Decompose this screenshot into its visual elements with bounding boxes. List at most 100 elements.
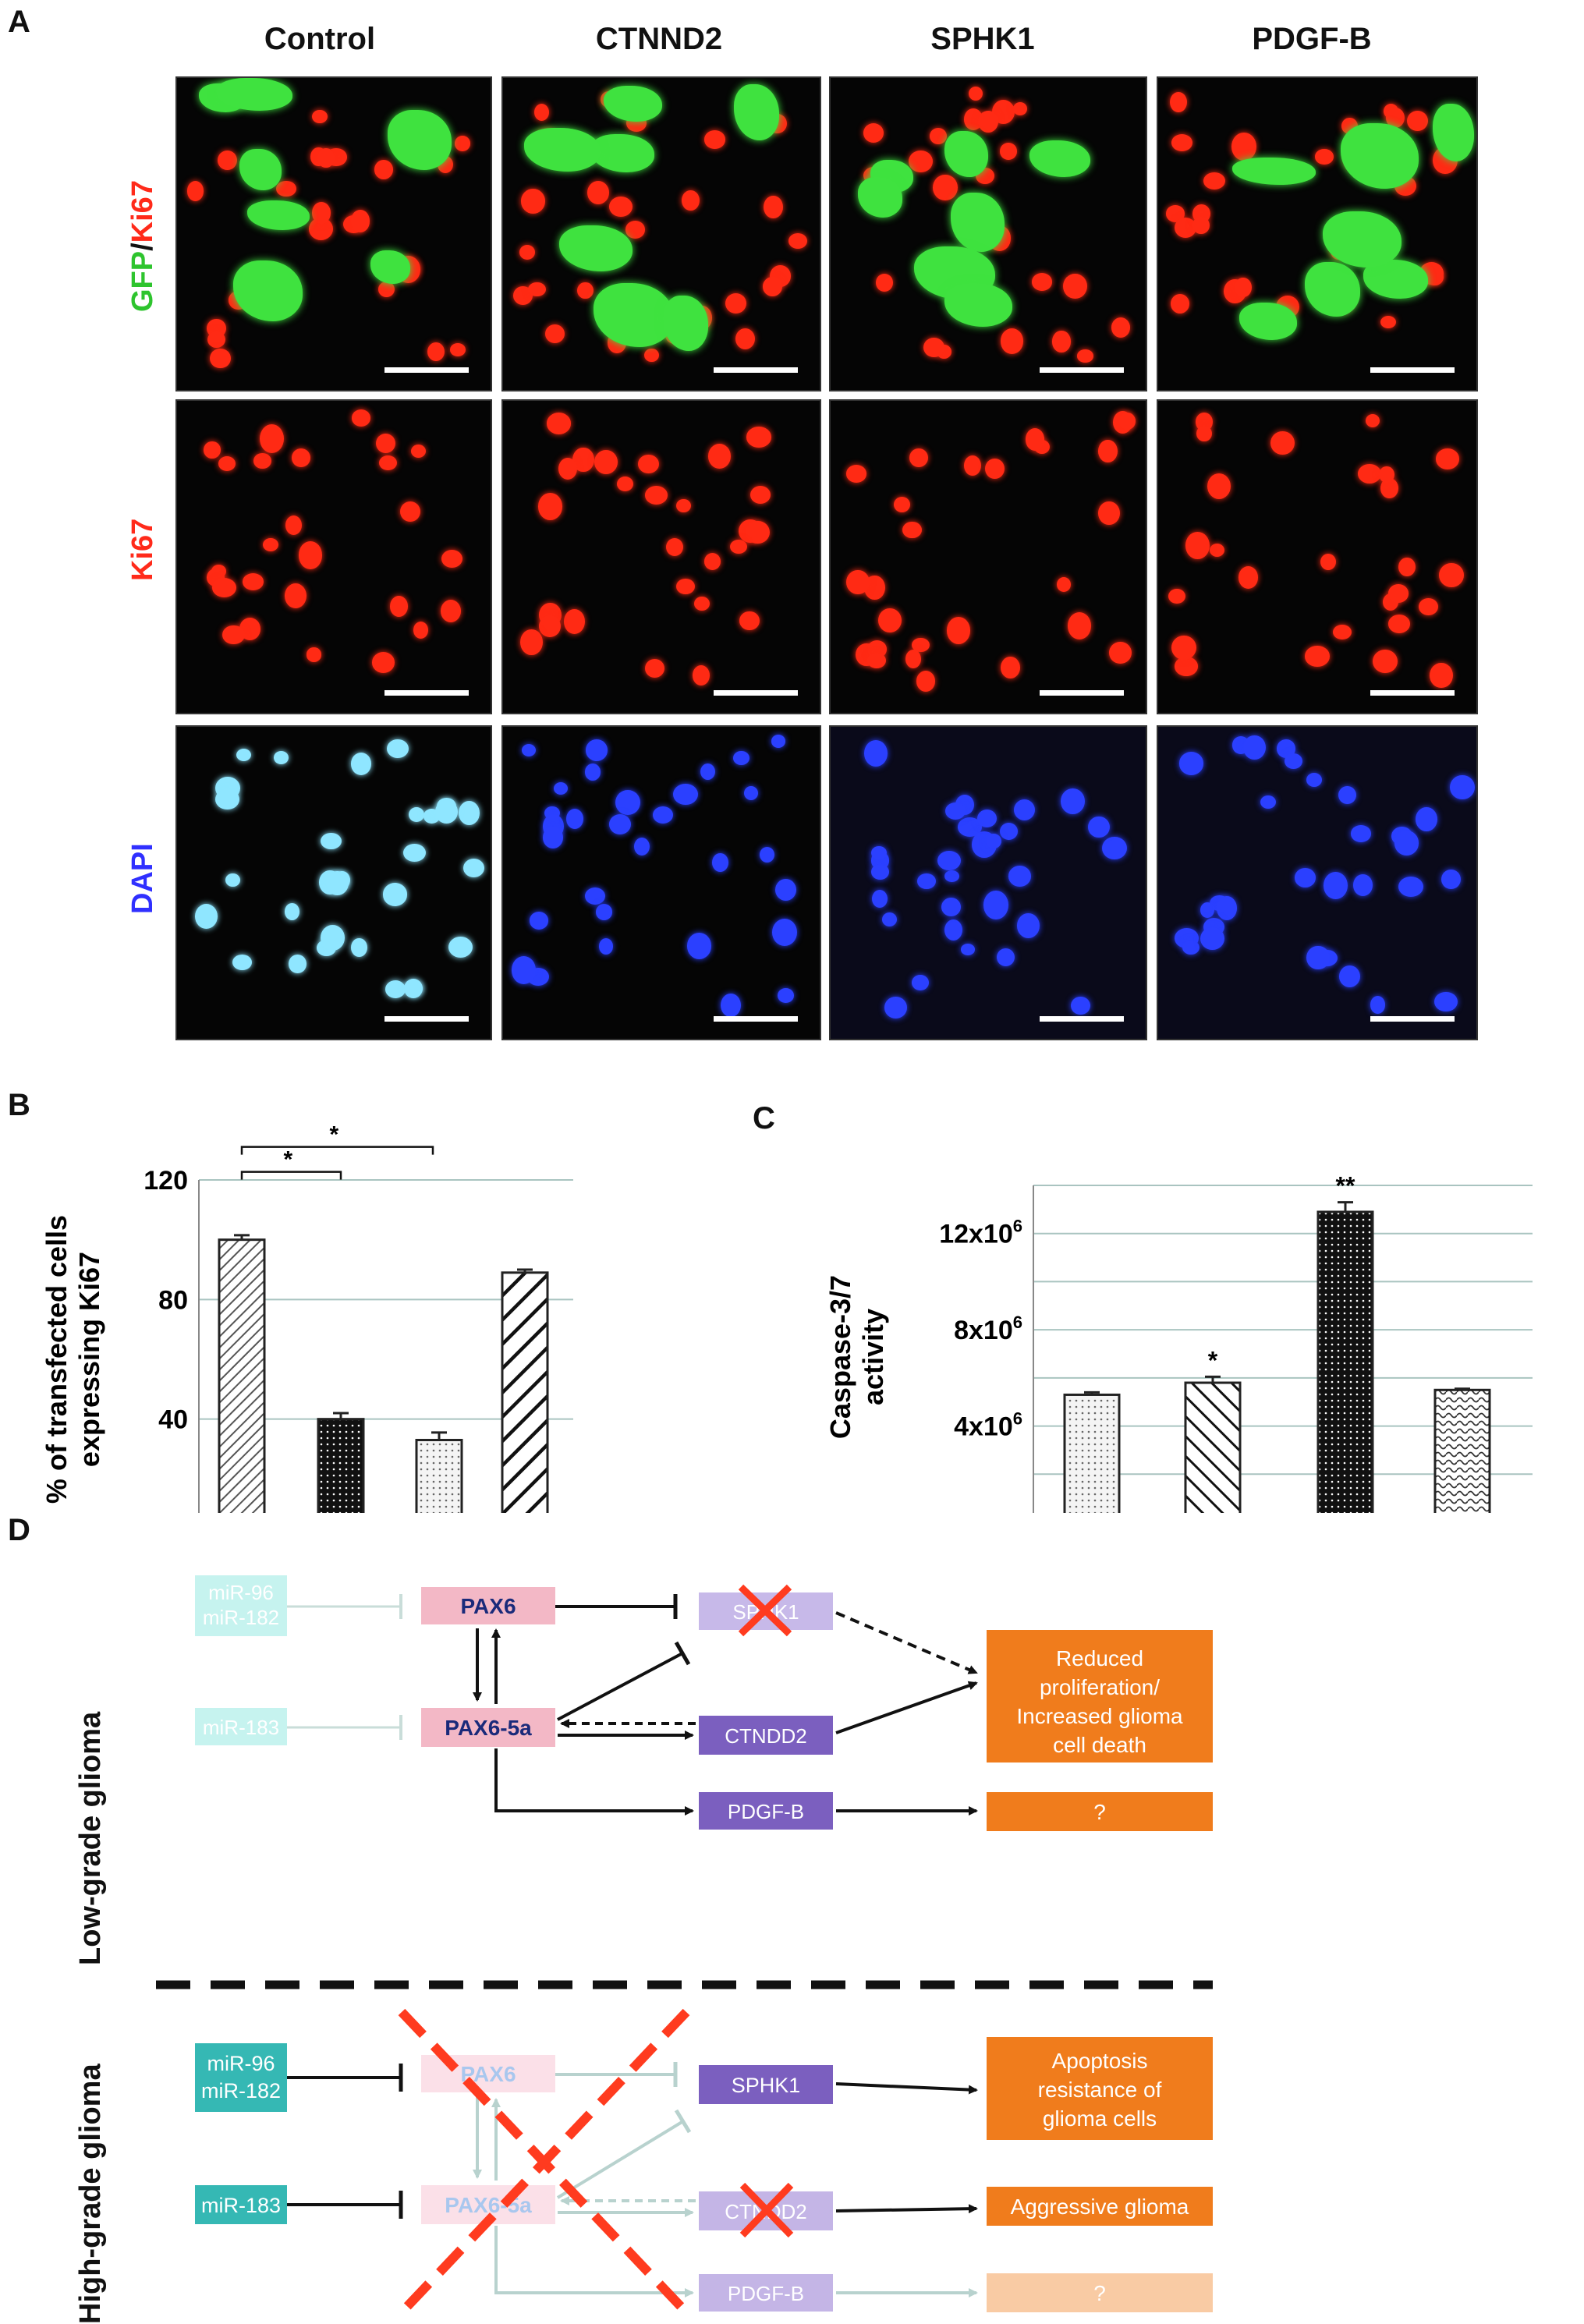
low-ctndd2-text: CTNDD2	[725, 1724, 806, 1748]
row-label-gfp-ki67: GFP/Ki67	[126, 180, 160, 312]
high-sphk1-box	[699, 2065, 833, 2104]
y-tick-label: 80	[158, 1285, 188, 1315]
bar-pdgf-b	[501, 1271, 549, 1513]
panel-letter-d: D	[8, 1513, 30, 1547]
y-tick-label: 120	[144, 1166, 188, 1196]
high-outcome3-text: ?	[1093, 2281, 1106, 2305]
low-outcome-box	[987, 1630, 1213, 1762]
scale-bar	[1370, 367, 1455, 373]
high-outcome-line3: glioma cells	[1043, 2106, 1157, 2131]
high-mir183-text: miR-183	[201, 2194, 281, 2217]
low-grade-network: miR-96 miR-182 miR-183 PAX6 PAX6-5a SPHK…	[195, 1575, 1213, 1831]
column-header-ctnnd2: CTNND2	[595, 22, 723, 56]
micrograph-ctnnd2-ki67	[501, 399, 821, 714]
panel-letter-a: A	[8, 5, 30, 39]
y-axis-title: Caspase-3/7activity	[824, 1275, 889, 1439]
high-mir96-box	[195, 2043, 287, 2112]
scale-bar	[714, 367, 798, 373]
micrograph-control-gfp-ki67	[175, 76, 492, 391]
high-outcome2-box	[987, 2187, 1213, 2226]
low-outcome-line1: Reduced	[1056, 1646, 1143, 1670]
scale-bar	[1040, 1016, 1124, 1022]
panel-letter-c: C	[753, 1101, 775, 1135]
y-axis-title: % of transfected cellsexpressing Ki67	[41, 1215, 105, 1504]
low-outcome-line4: cell death	[1053, 1733, 1146, 1757]
high-outcome2-text: Aggressive glioma	[1011, 2195, 1189, 2219]
y-tick-label: 40	[158, 1405, 188, 1435]
high-sphk1-text: SPHK1	[732, 2074, 801, 2097]
high-outcome-line2: resistance of	[1038, 2078, 1162, 2102]
low-mir183-text: miR-183	[203, 1716, 279, 1739]
low-mir96-text: miR-96	[208, 1581, 274, 1604]
significance-bracket	[240, 1146, 434, 1155]
bar-sphk1	[317, 1418, 365, 1513]
low-grade-label: Low-grade glioma	[74, 1711, 107, 1965]
micrograph-ctnnd2-gfp-ki67	[501, 76, 821, 391]
bar-ctrl	[218, 1238, 266, 1513]
high-pdgfb-text: PDGF-B	[728, 2282, 804, 2305]
micrograph-control-dapi	[175, 725, 492, 1040]
column-header-control: Control	[264, 22, 376, 56]
significance-star: *	[330, 1122, 339, 1148]
low-mir96-box	[195, 1575, 287, 1636]
scale-bar	[1370, 690, 1455, 696]
low-mir183-box	[195, 1708, 287, 1745]
low-outcome-line3: Increased glioma	[1016, 1704, 1183, 1728]
high-outcome-line1: Apoptosis	[1052, 2049, 1148, 2073]
scale-bar	[714, 1016, 798, 1022]
high-grade-label: High-grade glioma	[74, 2064, 107, 2324]
chart-b-ki67: 04080120CtrlSPHK1CTNND2PDGF-B% of transf…	[41, 1122, 573, 1513]
row-label-ki67: Ki67	[126, 518, 159, 581]
scale-bar	[1040, 690, 1124, 696]
scale-bar	[384, 1016, 469, 1022]
high-outcome-box	[987, 2037, 1213, 2140]
scale-bar	[384, 690, 469, 696]
micrograph-control-ki67	[175, 399, 492, 714]
low-pax65a-text: PAX6-5a	[445, 1716, 532, 1740]
significance-star: *	[284, 1147, 293, 1173]
micrograph-sphk1-gfp-ki67	[829, 76, 1147, 391]
row-label-dapi: DAPI	[126, 843, 159, 914]
low-pax6-text: PAX6	[460, 1594, 516, 1618]
chart-c-caspase: 04x1068x10612x106CtrlSPHK1CTNND2PDGF-BCa…	[824, 1172, 1533, 1513]
slash-text: /	[126, 243, 159, 251]
significance-star: *	[1208, 1346, 1218, 1374]
low-outcome2-text: ?	[1093, 1800, 1106, 1824]
significance-bracket	[240, 1171, 342, 1180]
scale-bar	[1040, 367, 1124, 373]
scale-bar	[714, 690, 798, 696]
micrograph-pdgfb-dapi	[1157, 725, 1478, 1040]
scale-bar	[384, 367, 469, 373]
bar-sphk1	[1184, 1381, 1242, 1513]
high-grade-network: miR-96 miR-182 miR-183 PAX6 PAX6-5a SPHK…	[195, 2008, 1213, 2316]
bar-ctnnd2	[1316, 1210, 1374, 1513]
micrograph-ctnnd2-dapi	[501, 725, 821, 1040]
high-pax65a-text: PAX6-5a	[445, 2193, 532, 2217]
low-pax65a-box	[421, 1708, 555, 1747]
column-header-sphk1: SPHK1	[930, 22, 1035, 56]
low-outcome-line2: proliferation/	[1040, 1675, 1160, 1699]
micrograph-pdgfb-ki67	[1157, 399, 1478, 714]
y-tick-label: 0	[1008, 1508, 1022, 1513]
low-pdgfb-box	[699, 1792, 833, 1830]
high-outcome3-box	[987, 2273, 1213, 2312]
significance-star: **	[1336, 1172, 1355, 1200]
high-pdgfb-box	[699, 2274, 833, 2312]
pathway-diagram: Low-grade glioma High-grade glioma miR-9…	[74, 1575, 1213, 2324]
y-tick-label: 8x106	[954, 1313, 1022, 1345]
bar-pdgf-b	[1433, 1388, 1491, 1513]
micrograph-sphk1-dapi	[829, 725, 1147, 1040]
panel-letter-b: B	[8, 1088, 30, 1122]
high-mir182-text: miR-182	[201, 2079, 281, 2103]
low-pdgfb-text: PDGF-B	[728, 1800, 804, 1823]
low-ctndd2-box	[699, 1716, 833, 1755]
y-tick-label: 4x106	[954, 1409, 1022, 1442]
bar-ctnnd2	[415, 1439, 463, 1513]
low-outcome2-box	[987, 1792, 1213, 1831]
bar-ctrl	[1063, 1393, 1121, 1513]
column-header-pdgfb: PDGF-B	[1252, 22, 1372, 56]
micrograph-sphk1-ki67	[829, 399, 1147, 714]
low-pax6-box	[421, 1587, 555, 1624]
low-mir182-text: miR-182	[203, 1606, 279, 1629]
y-tick-label: 12x106	[939, 1217, 1022, 1249]
